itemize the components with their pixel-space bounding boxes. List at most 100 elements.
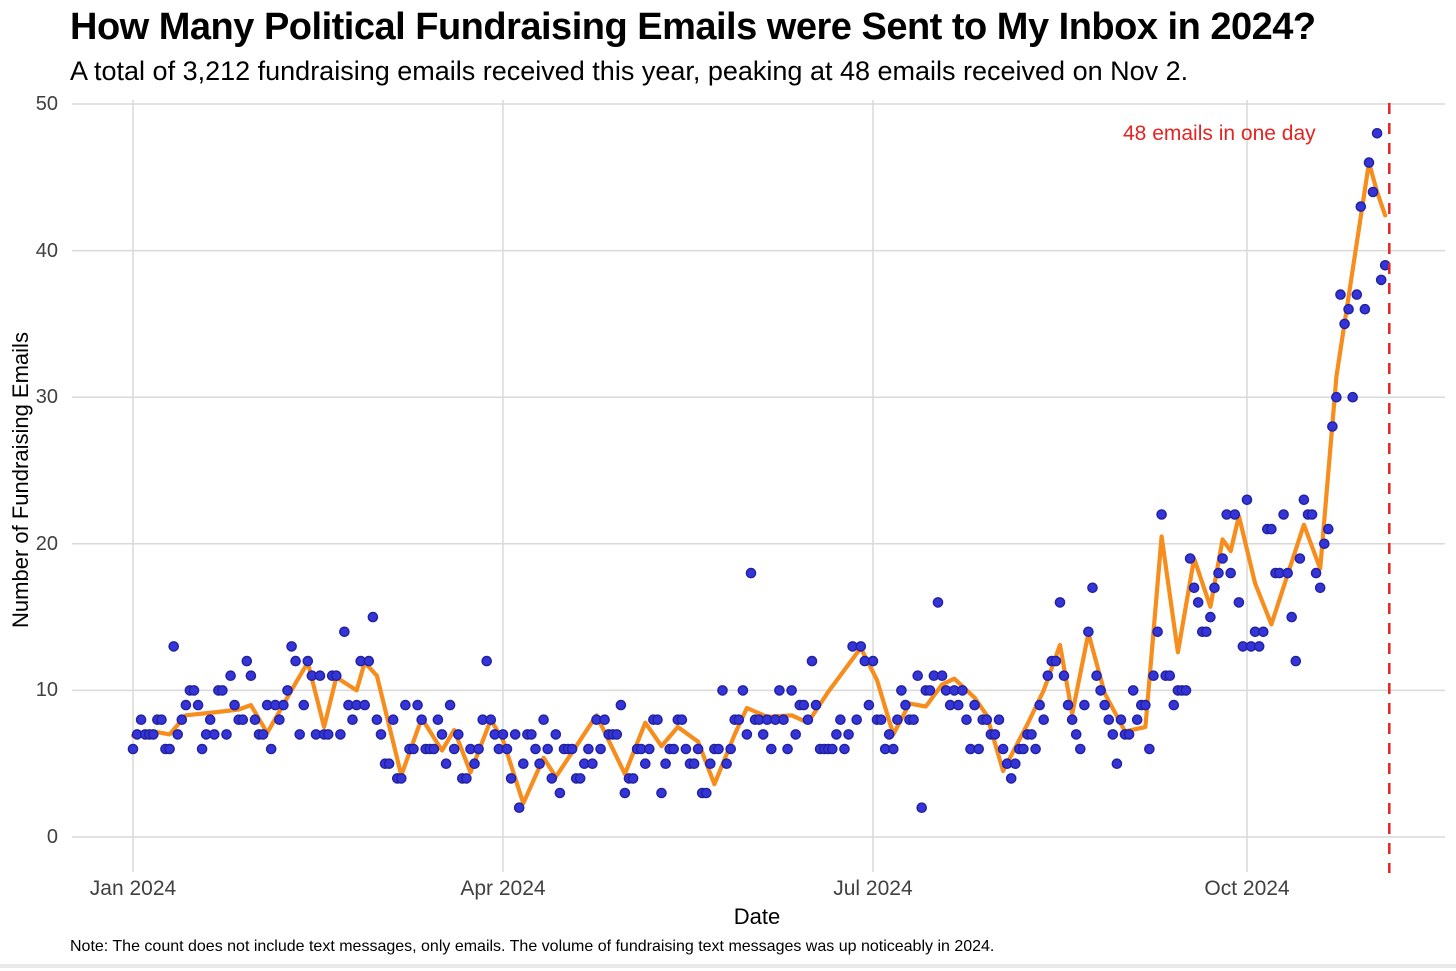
data-point bbox=[993, 714, 1005, 726]
data-point bbox=[1062, 699, 1074, 711]
data-point bbox=[1168, 699, 1180, 711]
data-point bbox=[192, 699, 204, 711]
data-point bbox=[843, 729, 854, 740]
data-point bbox=[156, 714, 167, 726]
data-point bbox=[936, 670, 948, 682]
data-point bbox=[1188, 582, 1200, 594]
data-point bbox=[827, 743, 838, 755]
data-point bbox=[249, 714, 261, 726]
data-point bbox=[652, 714, 663, 726]
data-point bbox=[713, 743, 724, 755]
data-point bbox=[176, 714, 188, 726]
data-point bbox=[237, 714, 249, 726]
data-point bbox=[452, 729, 464, 740]
data-point bbox=[1083, 626, 1094, 638]
data-point bbox=[505, 773, 517, 784]
data-point bbox=[168, 641, 179, 652]
data-point bbox=[1229, 509, 1241, 520]
data-point bbox=[546, 773, 558, 784]
data-point bbox=[668, 743, 680, 755]
data-point bbox=[705, 758, 716, 770]
data-point bbox=[627, 773, 639, 784]
data-point bbox=[1233, 597, 1245, 608]
data-point bbox=[778, 714, 789, 726]
bottom-divider bbox=[0, 964, 1456, 968]
data-point bbox=[1192, 597, 1204, 608]
data-point bbox=[127, 743, 139, 755]
data-point bbox=[676, 714, 688, 726]
data-point bbox=[1042, 670, 1054, 682]
data-point bbox=[204, 714, 216, 726]
data-point bbox=[217, 685, 228, 696]
data-point bbox=[973, 743, 985, 755]
data-point bbox=[1363, 157, 1375, 168]
data-point bbox=[867, 655, 879, 667]
y-tick-label: 30 bbox=[35, 386, 58, 409]
data-point bbox=[428, 743, 440, 755]
data-point bbox=[1331, 391, 1342, 403]
data-point bbox=[997, 743, 1009, 755]
data-point bbox=[1005, 773, 1017, 784]
data-point bbox=[583, 743, 594, 755]
data-point bbox=[786, 685, 797, 696]
data-point bbox=[644, 743, 655, 755]
data-point bbox=[733, 714, 745, 726]
data-point bbox=[172, 729, 183, 740]
data-point bbox=[1079, 699, 1090, 711]
data-point bbox=[367, 611, 379, 623]
page-subtitle: A total of 3,212 fundraising emails rece… bbox=[70, 56, 1189, 86]
data-point bbox=[839, 743, 850, 755]
data-point bbox=[806, 655, 818, 667]
data-point bbox=[896, 685, 907, 696]
data-point bbox=[1066, 714, 1078, 726]
data-point bbox=[969, 699, 980, 711]
data-point bbox=[526, 729, 537, 740]
data-point bbox=[1282, 567, 1293, 579]
data-point bbox=[1018, 743, 1029, 755]
data-point bbox=[518, 758, 529, 770]
data-point bbox=[1314, 582, 1326, 594]
data-point bbox=[286, 641, 297, 652]
data-point bbox=[416, 714, 428, 726]
data-point bbox=[339, 626, 350, 638]
data-point bbox=[550, 729, 562, 740]
data-point bbox=[1058, 670, 1070, 682]
data-point bbox=[1038, 714, 1049, 726]
data-point bbox=[737, 685, 749, 696]
data-point bbox=[164, 743, 175, 755]
y-axis-title: Number of Fundraising Emails bbox=[8, 332, 33, 628]
data-point bbox=[241, 655, 253, 667]
trend-line bbox=[130, 160, 1388, 806]
data-point bbox=[278, 699, 289, 711]
data-point bbox=[1026, 729, 1037, 740]
data-point bbox=[810, 699, 822, 711]
data-point bbox=[916, 802, 928, 814]
data-point bbox=[924, 685, 936, 696]
data-point bbox=[1286, 611, 1297, 623]
data-point bbox=[1140, 699, 1151, 711]
data-point bbox=[444, 699, 456, 711]
data-point bbox=[1091, 670, 1102, 682]
data-point bbox=[1087, 582, 1098, 594]
data-point bbox=[1351, 289, 1363, 300]
data-point bbox=[208, 729, 220, 740]
data-point bbox=[371, 714, 383, 726]
data-point bbox=[387, 714, 399, 726]
data-point bbox=[1180, 685, 1192, 696]
data-point bbox=[1266, 523, 1277, 535]
data-point bbox=[1306, 509, 1318, 520]
x-tick-label: Jan 2024 bbox=[89, 877, 177, 900]
data-point bbox=[1034, 699, 1045, 711]
data-point bbox=[599, 714, 610, 726]
data-point bbox=[1131, 714, 1143, 726]
data-point bbox=[290, 655, 301, 667]
data-point bbox=[408, 743, 419, 755]
data-point bbox=[1319, 538, 1330, 550]
data-point bbox=[135, 714, 147, 726]
data-point bbox=[1099, 699, 1110, 711]
data-point bbox=[1355, 201, 1367, 212]
data-point bbox=[688, 758, 700, 770]
data-point bbox=[701, 787, 712, 799]
data-point bbox=[798, 699, 810, 711]
data-point bbox=[1127, 685, 1139, 696]
